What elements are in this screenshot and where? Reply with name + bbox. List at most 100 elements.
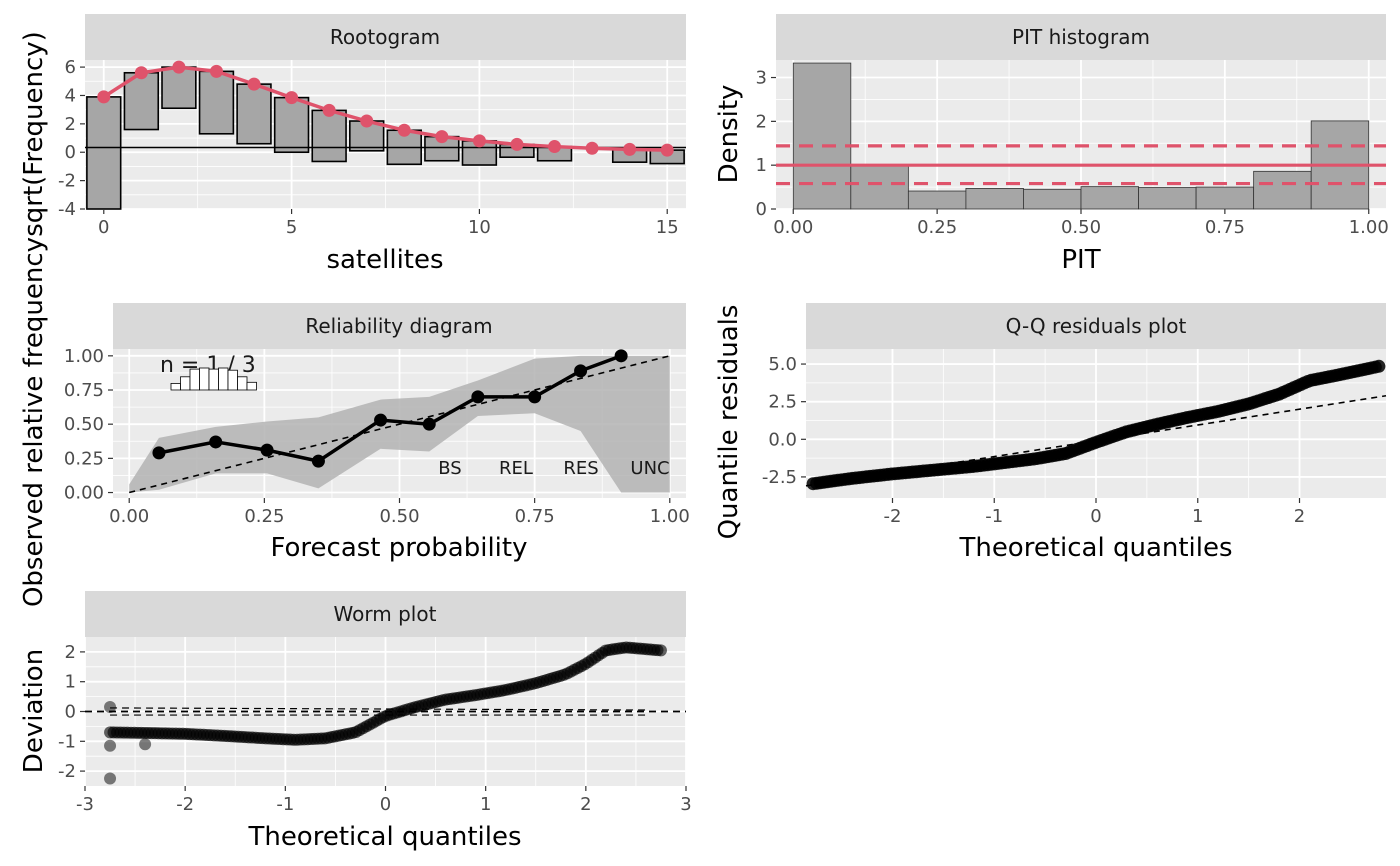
worm-upper-ref [110, 707, 646, 711]
rootogram-y-label: sqrt(Frequency) [19, 31, 49, 237]
qq-x-ticks: -2 -1 0 1 2 [884, 498, 1305, 527]
rootogram-bar [86, 96, 122, 210]
reliability-point [422, 417, 436, 431]
pit-reference-lines [776, 144, 1386, 186]
inset-histogram-bar [208, 368, 219, 391]
rootogram-gridlines [85, 60, 686, 210]
x-tick-label: 3 [680, 794, 691, 815]
expected-point [247, 77, 261, 91]
qq-x-label: Theoretical quantiles [958, 533, 1232, 563]
reliability-title: Reliability diagram [305, 314, 492, 338]
y-tick-label: 0 [65, 702, 76, 723]
x-tick-label: 0.75 [1205, 217, 1245, 238]
reliability-point [528, 390, 542, 404]
rootogram-bar [311, 109, 347, 163]
reliability-point [374, 413, 388, 427]
expected-point [360, 114, 374, 128]
expected-point [623, 142, 637, 156]
expected-point [510, 137, 524, 151]
inset-histogram-bar [170, 382, 181, 391]
x-tick-label: 0.00 [773, 217, 813, 238]
reliability-point [209, 435, 223, 449]
y-tick-label: 4 [65, 85, 76, 106]
reliability-point [260, 443, 274, 457]
pit-x-label: PIT [1061, 245, 1100, 275]
worm-gridlines [84, 637, 687, 786]
inset-histogram-bar [218, 367, 229, 391]
pit-bar [907, 190, 967, 210]
pit-bar [1195, 186, 1255, 210]
score-label: REL [499, 458, 533, 479]
x-tick-label: 5 [286, 217, 297, 238]
y-tick-label: -1 [58, 731, 76, 752]
pit-strip [776, 14, 1386, 60]
x-tick-label: 10 [468, 217, 491, 238]
reliability-point [614, 349, 628, 363]
worm-x-ticks: -3 -2 -1 0 1 2 3 [76, 786, 692, 815]
reliability-y-label: Observed relative frequency [19, 237, 49, 607]
qq-point [1372, 359, 1386, 373]
y-tick-label: 0.00 [64, 483, 104, 504]
pit-bar [792, 62, 852, 210]
expected-point [209, 64, 223, 78]
rootogram-title: Rootogram [330, 25, 440, 49]
worm-title: Worm plot [334, 602, 437, 626]
expected-line [102, 65, 668, 152]
reliability-line [152, 349, 628, 468]
x-tick-label: 0.50 [379, 506, 419, 527]
expected-point [285, 91, 299, 105]
worm-outlier-point [104, 701, 117, 714]
rootogram-panel: Rootogram 0 5 10 15 -4 -2 0 2 4 6 satellites sqr… [19, 14, 686, 275]
inset-histogram-bar [180, 376, 191, 391]
pit-bar [850, 165, 909, 210]
y-tick-label: 0 [65, 142, 76, 163]
worm-y-label: Deviation [19, 649, 49, 773]
rootogram-bar [273, 96, 310, 154]
reliability-strip [113, 303, 686, 349]
reliability-point [471, 390, 485, 404]
y-tick-label: 2.5 [768, 392, 797, 413]
x-tick-label: -1 [276, 794, 294, 815]
expected-point [435, 130, 449, 144]
y-tick-label: 1.00 [64, 346, 104, 367]
reliability-inset-histogram: n = 1 / 3 [160, 353, 257, 391]
pit-bar [1253, 170, 1312, 210]
score-label: BS [438, 458, 461, 479]
x-tick-label: 0.00 [109, 506, 149, 527]
x-tick-label: 0.50 [1061, 217, 1101, 238]
qq-dashed-line [805, 394, 1387, 487]
qq-title: Q-Q residuals plot [1006, 314, 1187, 338]
y-tick-label: 5.0 [768, 354, 797, 375]
reliability-y-ticks: 0.00 0.25 0.50 0.75 1.00 [64, 346, 113, 504]
rootogram-bar [198, 70, 235, 135]
reliability-x-ticks: 0.00 0.25 0.50 0.75 1.00 [109, 498, 690, 527]
x-tick-label: -3 [76, 794, 94, 815]
expected-point [585, 141, 599, 155]
pit-bar [965, 188, 1024, 210]
x-tick-label: 0.25 [917, 217, 957, 238]
y-tick-label: 2 [65, 114, 76, 135]
x-tick-label: -1 [985, 506, 1003, 527]
x-tick-label: 0.75 [515, 506, 555, 527]
x-tick-label: 15 [656, 217, 679, 238]
y-tick-label: 0.50 [64, 414, 104, 435]
expected-point [472, 134, 486, 148]
reliability-diagonal [129, 355, 670, 494]
rootogram-x-label: satellites [326, 245, 443, 275]
inset-histogram-bar [199, 367, 210, 391]
y-tick-label: 0.75 [64, 380, 104, 401]
pit-x-ticks: 0.00 0.25 0.50 0.75 1.00 [773, 209, 1389, 238]
y-tick-label: 2 [756, 111, 767, 132]
pit-y-ticks: 0 1 2 3 [756, 68, 776, 220]
worm-points [104, 641, 667, 785]
reliability-point [311, 454, 325, 468]
y-tick-label: 1 [756, 155, 767, 176]
reliability-curve [158, 354, 622, 463]
worm-x-label: Theoretical quantiles [247, 822, 521, 852]
qq-y-label: Quantile residuals [714, 305, 744, 540]
reliability-point [574, 364, 588, 378]
diagonal-line [129, 355, 670, 494]
x-tick-label: -2 [884, 506, 902, 527]
y-tick-label: 6 [65, 57, 76, 78]
x-tick-label: 0 [380, 794, 391, 815]
